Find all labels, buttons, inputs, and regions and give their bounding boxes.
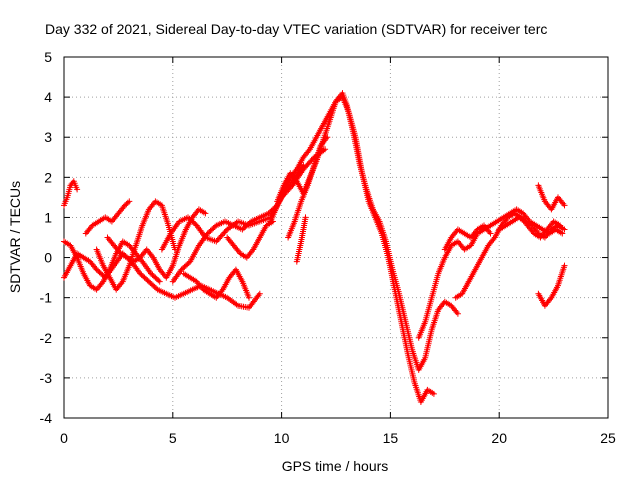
data-point-markers: [61, 250, 263, 311]
data-point-markers: [293, 214, 309, 265]
series-line: [454, 212, 562, 299]
series-sat-a: [61, 178, 81, 209]
series-sat-p: [441, 222, 494, 253]
x-axis-label: GPS time / hours: [282, 458, 389, 474]
x-tick-label: 25: [600, 430, 616, 446]
y-tick-label: 5: [44, 49, 52, 65]
grid: [64, 57, 608, 418]
x-tick-label: 0: [60, 430, 68, 446]
series-sat-t: [535, 262, 568, 309]
data-series: [61, 90, 568, 405]
axes: -4 -3 -2 -1 0 1 2 3 4 5 0 5 10 15 20 25: [40, 49, 616, 446]
data-point-markers: [224, 218, 276, 261]
series-sat-k: [267, 90, 461, 373]
series-sat-m: [285, 134, 331, 241]
series-sat-f: [104, 206, 209, 281]
series-sat-i: [180, 266, 252, 301]
data-point-markers: [535, 182, 568, 213]
data-point-markers: [61, 178, 81, 209]
data-point-markers: [93, 198, 178, 293]
data-point-markers: [82, 198, 133, 237]
y-tick-label: 1: [44, 209, 52, 225]
series-sat-o: [415, 206, 566, 341]
data-point-markers: [496, 214, 568, 241]
series-sat-j: [224, 218, 276, 261]
series-sat-s: [535, 182, 568, 213]
x-tick-label: 10: [274, 430, 290, 446]
series-sat-d: [82, 198, 133, 237]
y-tick-label: 2: [44, 169, 52, 185]
y-tick-label: -1: [40, 290, 53, 306]
series-sat-e: [93, 198, 178, 293]
y-tick-label: 0: [44, 250, 52, 266]
data-point-markers: [267, 90, 461, 373]
y-tick-label: -3: [40, 370, 53, 386]
data-point-markers: [104, 206, 209, 281]
series-sat-r: [496, 214, 568, 241]
data-point-markers: [441, 222, 494, 253]
plot-frame: [63, 56, 609, 419]
y-tick-label: -4: [40, 410, 53, 426]
x-tick-label: 5: [169, 430, 177, 446]
data-point-markers: [285, 134, 331, 241]
data-point-markers: [415, 206, 566, 341]
x-tick-label: 20: [491, 430, 507, 446]
y-tick-label: 4: [44, 89, 52, 105]
y-tick-label: -2: [40, 330, 53, 346]
series-sat-b: [61, 250, 263, 311]
series-sat-n: [293, 214, 309, 265]
y-axis-label: SDTVAR / TECUs: [7, 181, 23, 293]
x-tick-label: 15: [383, 430, 399, 446]
data-point-markers: [535, 262, 568, 309]
data-point-markers: [180, 266, 252, 301]
y-tick-label: 3: [44, 129, 52, 145]
chart-title: Day 332 of 2021, Sidereal Day-to-day VTE…: [45, 21, 547, 37]
